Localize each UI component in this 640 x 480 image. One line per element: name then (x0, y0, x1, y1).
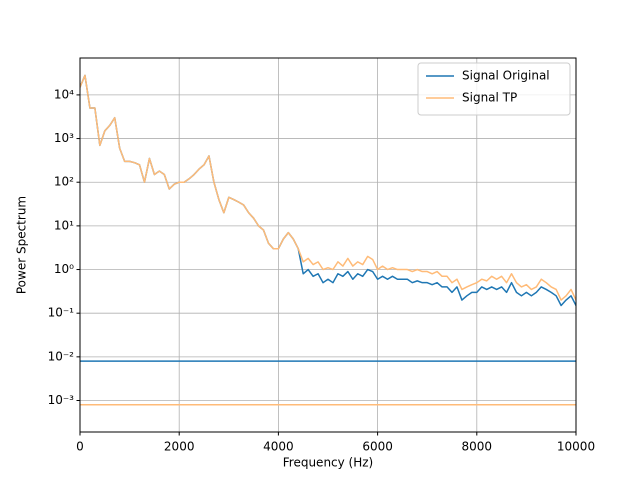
legend-label: Signal TP (462, 91, 517, 105)
legend-label: Signal Original (462, 69, 550, 83)
y-tick-label: 10² (54, 175, 74, 189)
x-tick-label: 2000 (164, 440, 195, 454)
x-tick-label: 0 (76, 440, 84, 454)
plot-frame (79, 57, 577, 433)
y-tick-label: 10¹ (54, 218, 74, 232)
plot-lines (80, 74, 576, 406)
legend: Signal Original Signal TP (417, 62, 571, 116)
y-tick-label: 10⁻³ (48, 393, 75, 407)
x-tick-label: 8000 (462, 440, 493, 454)
y-tick-label: 10⁻¹ (48, 306, 75, 320)
legend-box (417, 62, 571, 116)
y-tick-label: 10⁴ (54, 87, 74, 101)
x-tick-label: 10000 (557, 440, 595, 454)
x-tick-label: 4000 (263, 440, 294, 454)
x-axis-label: Frequency (Hz) (283, 456, 374, 470)
x-tick-label: 6000 (362, 440, 393, 454)
y-tick-label: 10⁰ (54, 262, 74, 276)
y-tick-label: 10⁻² (48, 349, 75, 363)
y-tick-label: 10³ (54, 131, 74, 145)
series-line (80, 74, 576, 301)
y-axis-label: Power Spectrum (15, 196, 29, 294)
axes: 0 2000 4000 6000 8000 10000 10⁻³ 10⁻² 10⁻¹ 10⁰ 10¹… (48, 87, 596, 453)
